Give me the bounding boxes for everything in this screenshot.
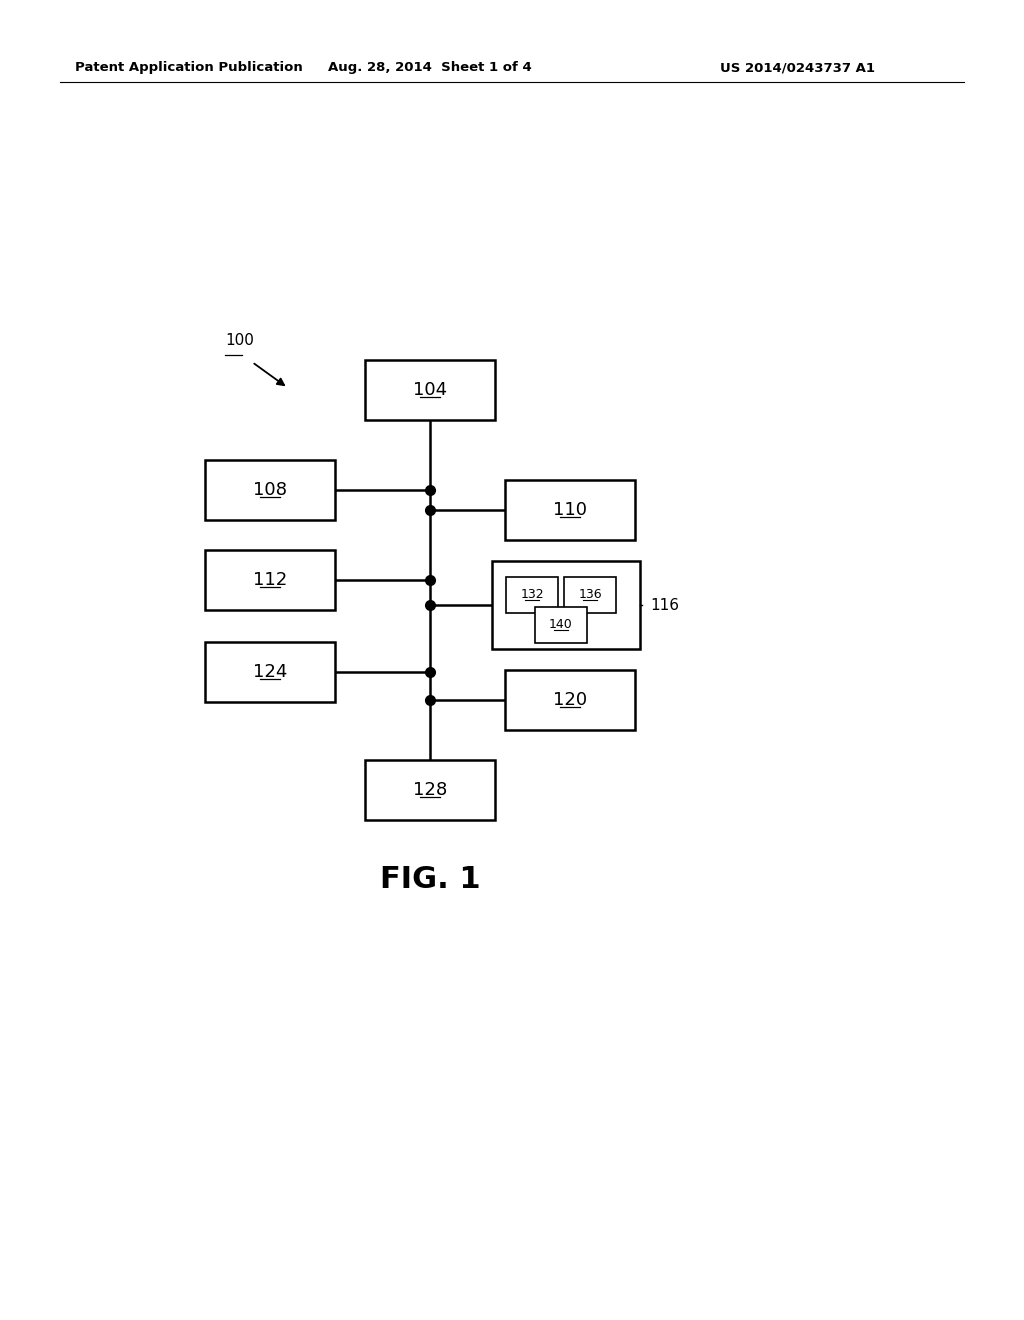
Bar bbox=[205, 642, 335, 702]
Bar bbox=[505, 671, 635, 730]
Text: Aug. 28, 2014  Sheet 1 of 4: Aug. 28, 2014 Sheet 1 of 4 bbox=[328, 62, 531, 74]
Text: 132: 132 bbox=[520, 589, 544, 602]
Text: 120: 120 bbox=[553, 690, 587, 709]
Text: 140: 140 bbox=[549, 619, 572, 631]
Text: 108: 108 bbox=[253, 480, 287, 499]
Bar bbox=[365, 360, 495, 420]
Text: 136: 136 bbox=[579, 589, 602, 602]
Text: 104: 104 bbox=[413, 381, 447, 399]
Bar bbox=[205, 459, 335, 520]
Bar bbox=[505, 480, 635, 540]
Bar bbox=[365, 760, 495, 820]
Text: 112: 112 bbox=[253, 572, 287, 589]
Text: US 2014/0243737 A1: US 2014/0243737 A1 bbox=[720, 62, 874, 74]
Bar bbox=[535, 607, 587, 643]
Text: 116: 116 bbox=[650, 598, 679, 612]
Text: 128: 128 bbox=[413, 781, 447, 799]
Text: 110: 110 bbox=[553, 502, 587, 519]
Bar bbox=[205, 550, 335, 610]
Text: 124: 124 bbox=[253, 663, 287, 681]
Bar bbox=[564, 577, 616, 612]
Bar bbox=[506, 577, 558, 612]
Bar bbox=[492, 561, 640, 649]
Text: 100: 100 bbox=[225, 333, 254, 348]
Text: FIG. 1: FIG. 1 bbox=[380, 866, 480, 895]
Text: Patent Application Publication: Patent Application Publication bbox=[75, 62, 303, 74]
